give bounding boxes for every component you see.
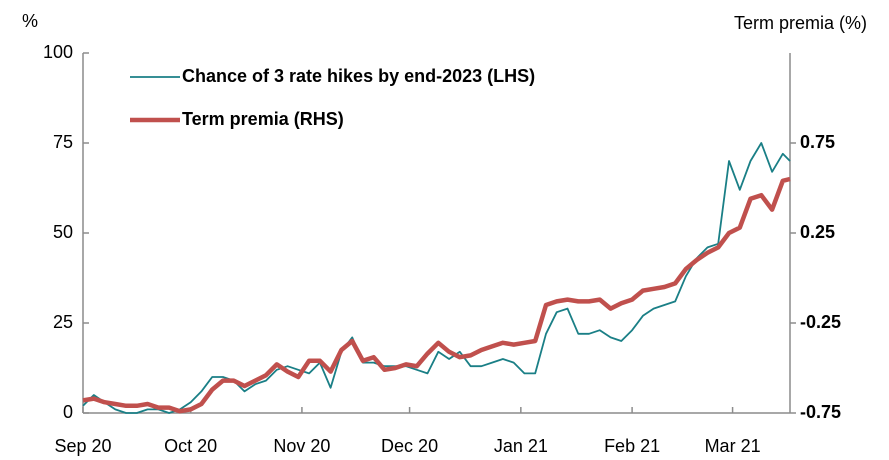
y2-axis-label: Term premia (%) bbox=[733, 13, 867, 33]
x-tick-label: Jan 21 bbox=[494, 436, 548, 456]
x-tick-label: Nov 20 bbox=[273, 436, 330, 456]
y-axis-label: % bbox=[22, 11, 38, 31]
x-tick-label: Feb 21 bbox=[604, 436, 660, 456]
x-tick-label: Sep 20 bbox=[54, 436, 111, 456]
y-tick-label: 25 bbox=[53, 312, 73, 332]
y2-tick-label: 0.25 bbox=[800, 222, 835, 242]
legend-label: Term premia (RHS) bbox=[182, 109, 344, 129]
y2-tick-label: -0.25 bbox=[800, 312, 841, 332]
y-tick-label: 50 bbox=[53, 222, 73, 242]
y2-tick-label: -0.75 bbox=[800, 402, 841, 422]
series-line bbox=[82, 142, 791, 414]
y-tick-label: 0 bbox=[63, 402, 73, 422]
series-line bbox=[82, 176, 791, 414]
y2-tick-label: 0.75 bbox=[800, 132, 835, 152]
y-tick-label: 100 bbox=[43, 42, 73, 62]
y-tick-label: 75 bbox=[53, 132, 73, 152]
x-tick-label: Mar 21 bbox=[705, 436, 761, 456]
legend-label: Chance of 3 rate hikes by end-2023 (LHS) bbox=[182, 66, 535, 86]
x-tick-label: Dec 20 bbox=[381, 436, 438, 456]
x-tick-label: Oct 20 bbox=[164, 436, 217, 456]
